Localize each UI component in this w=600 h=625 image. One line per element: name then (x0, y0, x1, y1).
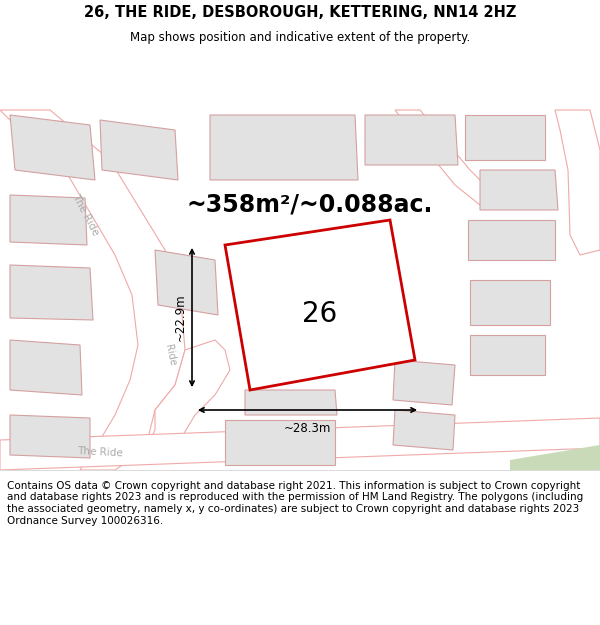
Text: ~358m²/~0.088ac.: ~358m²/~0.088ac. (187, 193, 433, 217)
Polygon shape (225, 220, 415, 390)
Polygon shape (10, 195, 87, 245)
Polygon shape (0, 110, 185, 470)
Polygon shape (555, 110, 600, 255)
Polygon shape (245, 390, 337, 415)
Polygon shape (468, 220, 555, 260)
Text: The Ride: The Ride (77, 446, 123, 458)
Polygon shape (510, 445, 600, 470)
Text: Ride: Ride (163, 343, 177, 367)
Polygon shape (225, 420, 335, 465)
Polygon shape (145, 340, 230, 450)
Polygon shape (155, 250, 218, 315)
Polygon shape (393, 360, 455, 405)
Polygon shape (465, 115, 545, 160)
Text: ~28.3m: ~28.3m (284, 422, 331, 435)
Text: 26: 26 (302, 300, 338, 328)
Polygon shape (470, 280, 550, 325)
Polygon shape (10, 340, 82, 395)
Polygon shape (10, 115, 95, 180)
Polygon shape (100, 120, 178, 180)
Polygon shape (365, 115, 458, 165)
Polygon shape (480, 170, 558, 210)
Polygon shape (10, 415, 90, 458)
Text: 26, THE RIDE, DESBOROUGH, KETTERING, NN14 2HZ: 26, THE RIDE, DESBOROUGH, KETTERING, NN1… (84, 5, 516, 20)
Polygon shape (393, 410, 455, 450)
Text: ~22.9m: ~22.9m (174, 294, 187, 341)
Polygon shape (0, 418, 600, 470)
Polygon shape (210, 115, 358, 180)
Polygon shape (395, 110, 490, 205)
Text: Contains OS data © Crown copyright and database right 2021. This information is : Contains OS data © Crown copyright and d… (7, 481, 583, 526)
Text: The Ride: The Ride (70, 192, 100, 238)
Polygon shape (10, 265, 93, 320)
Polygon shape (470, 335, 545, 375)
Text: Map shows position and indicative extent of the property.: Map shows position and indicative extent… (130, 31, 470, 44)
